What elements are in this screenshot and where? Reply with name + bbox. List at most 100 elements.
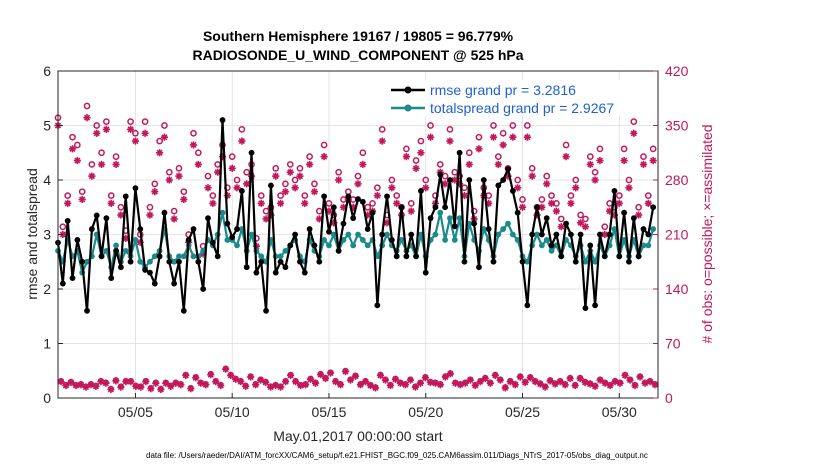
asterisk-stroke xyxy=(427,379,434,386)
obs-low-assimilated-marker xyxy=(152,379,160,387)
totalspread-point xyxy=(398,237,405,243)
obs-possible-marker xyxy=(364,203,372,211)
asterisk-stroke xyxy=(357,381,364,388)
series-lines xyxy=(55,117,657,314)
obs-assimilated-marker xyxy=(165,176,173,184)
rmse-point xyxy=(238,188,245,194)
asterisk-stroke xyxy=(316,215,323,223)
asterisk-stroke xyxy=(495,161,502,168)
obs-assimilated-marker xyxy=(388,184,396,192)
obs-low-assimilated-marker xyxy=(326,369,335,377)
obs-possible-marker xyxy=(601,223,609,231)
rmse-point xyxy=(616,253,623,260)
rmse-point xyxy=(621,209,628,216)
obs-low-assimilated-marker xyxy=(601,379,609,387)
rmse-point xyxy=(190,226,197,232)
asterisk-stroke xyxy=(502,384,509,391)
asterisk-stroke xyxy=(122,235,129,242)
obs-low-assimilated-marker xyxy=(336,381,345,389)
rmse-point xyxy=(263,307,269,314)
asterisk-stroke xyxy=(372,384,379,391)
asterisk-stroke xyxy=(162,380,169,387)
obs-low-assimilated-marker xyxy=(486,379,494,387)
obs-assimilated-marker xyxy=(422,184,430,192)
x-tick-label: 05/15 xyxy=(311,404,346,420)
obs-low-assimilated-marker xyxy=(646,378,654,386)
asterisk-stroke xyxy=(532,378,539,385)
asterisk-stroke xyxy=(107,386,115,393)
obs-possible-marker xyxy=(132,129,139,137)
obs-assimilated-marker xyxy=(281,188,290,196)
obs-low-assimilated-marker xyxy=(351,372,360,380)
asterisk-stroke xyxy=(582,379,589,386)
obs-assimilated-marker xyxy=(189,141,198,149)
obs-possible-marker xyxy=(644,192,652,199)
asterisk-stroke xyxy=(277,200,284,207)
asterisk-stroke xyxy=(296,173,304,180)
rmse-point xyxy=(645,231,652,238)
rmse-point xyxy=(451,223,458,230)
totalspread-point xyxy=(122,247,129,254)
rmse-point xyxy=(568,231,574,238)
obs-low-assimilated-marker xyxy=(167,382,175,390)
asterisk-stroke xyxy=(374,192,381,199)
asterisk-stroke xyxy=(527,374,534,381)
rmse-point xyxy=(185,237,192,243)
totalspread-point xyxy=(190,253,197,260)
asterisk-stroke xyxy=(127,126,134,133)
asterisk-stroke xyxy=(195,161,202,168)
totalspread-point xyxy=(538,242,545,249)
obs-low-assimilated-marker xyxy=(202,381,210,389)
obs-assimilated-marker xyxy=(581,223,590,231)
rmse-point xyxy=(577,231,584,238)
obs-low-assimilated-marker xyxy=(346,376,355,384)
obs-assimilated-marker xyxy=(93,129,101,137)
asterisk-stroke xyxy=(497,377,504,384)
obs-assimilated-marker xyxy=(615,199,623,207)
obs-low-assimilated-marker xyxy=(571,381,579,390)
asterisk-stroke xyxy=(412,384,419,391)
obs-assimilated-marker xyxy=(78,195,86,204)
rmse-point xyxy=(398,204,405,211)
asterisk-stroke xyxy=(132,383,139,390)
obs-low-assimilated-marker xyxy=(511,381,519,389)
asterisk-stroke xyxy=(233,184,241,191)
asterisk-stroke xyxy=(311,188,318,195)
asterisk-stroke xyxy=(142,130,149,137)
rmse-point xyxy=(321,193,328,200)
obs-assimilated-marker xyxy=(286,168,294,176)
asterisk-stroke xyxy=(577,375,584,382)
obs-possible-marker xyxy=(514,176,522,184)
obs-assimilated-marker xyxy=(180,195,188,204)
asterisk-stroke xyxy=(152,380,159,387)
rmse-point xyxy=(171,280,178,287)
x-tick-label: 05/10 xyxy=(215,404,250,420)
asterisk-stroke xyxy=(202,381,209,388)
totalspread-point xyxy=(505,220,511,227)
asterisk-stroke xyxy=(562,381,569,388)
asterisk-stroke xyxy=(587,380,594,388)
obs-possible-marker xyxy=(296,164,304,172)
obs-assimilated-marker xyxy=(102,125,110,133)
obs-assimilated-marker xyxy=(649,156,657,165)
obs-low-assimilated-marker xyxy=(287,371,295,380)
obs-low-assimilated-marker xyxy=(222,365,230,373)
obs-low-assimilated-marker xyxy=(606,381,614,390)
obs-possible-marker xyxy=(635,203,642,211)
totalspread-point xyxy=(84,258,90,265)
obs-possible-marker xyxy=(572,176,580,184)
obs-low-assimilated-marker xyxy=(501,384,509,392)
obs-possible-marker xyxy=(88,161,96,168)
obs-possible-marker xyxy=(524,122,531,129)
asterisk-stroke xyxy=(142,378,149,385)
rmse-point xyxy=(626,258,632,265)
obs-low-assimilated-marker xyxy=(217,381,225,390)
obs-possible-marker xyxy=(286,161,294,168)
obs-possible-marker xyxy=(262,207,270,215)
asterisk-stroke xyxy=(362,378,369,385)
asterisk-stroke xyxy=(572,382,579,389)
obs-assimilated-marker xyxy=(441,180,449,188)
obs-assimilated-marker xyxy=(301,199,309,207)
rmse-point xyxy=(84,307,90,314)
rmse-point xyxy=(374,302,381,309)
